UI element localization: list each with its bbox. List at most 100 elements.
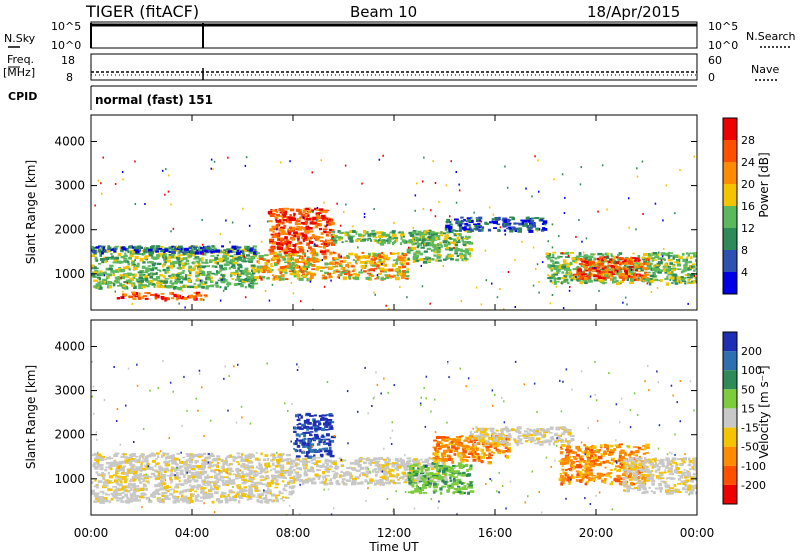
data-cell [643, 253, 648, 256]
data-cell [370, 239, 373, 242]
data-cell [271, 242, 277, 245]
data-cell [383, 270, 387, 273]
data-cell [394, 269, 399, 272]
data-cell [638, 270, 641, 273]
data-cell [278, 237, 283, 240]
data-cell [385, 476, 390, 480]
data-cell [176, 452, 180, 455]
data-cell [267, 484, 272, 488]
data-cell [622, 277, 625, 281]
data-cell [169, 477, 172, 481]
data-cell [91, 245, 95, 248]
data-cell [354, 459, 360, 463]
data-cell [338, 474, 342, 478]
data-cell [259, 479, 264, 481]
data-cell [197, 453, 203, 456]
data-cell [497, 229, 501, 232]
scatter-cell [222, 289, 225, 292]
data-cell [192, 478, 196, 481]
data-cell [91, 492, 96, 495]
data-cell [458, 222, 464, 225]
data-cell [281, 213, 284, 215]
data-cell [579, 276, 585, 279]
data-cell [601, 266, 605, 270]
data-cell [114, 256, 119, 260]
scatter-cell [201, 252, 204, 255]
data-cell [646, 265, 652, 268]
data-cell [382, 234, 388, 238]
data-cell [334, 261, 339, 265]
data-cell [396, 482, 401, 485]
data-cell [443, 258, 447, 261]
data-cell [404, 474, 409, 477]
data-cell [383, 258, 386, 261]
data-cell [422, 484, 424, 488]
data-cell [156, 275, 161, 280]
data-cell [299, 440, 305, 444]
data-cell [105, 273, 111, 276]
data-cell [338, 457, 342, 459]
data-cell [208, 476, 213, 479]
data-cell [387, 241, 391, 245]
data-cell [478, 219, 482, 222]
data-cell [133, 482, 136, 486]
data-cell [234, 283, 238, 286]
data-cell [467, 235, 471, 238]
data-cell [286, 219, 291, 222]
data-cell [282, 471, 287, 475]
data-cell [628, 275, 631, 278]
data-cell [179, 461, 184, 464]
data-cell [117, 253, 122, 257]
data-cell [220, 280, 225, 283]
scatter-cell [480, 303, 483, 306]
data-cell [100, 258, 105, 261]
data-cell [580, 271, 585, 273]
y-tick-label: 4000 [54, 134, 85, 148]
data-cell [317, 259, 321, 262]
data-cell [228, 473, 232, 476]
data-cell [230, 272, 234, 275]
data-cell [390, 252, 396, 255]
data-cell [259, 463, 263, 467]
data-cell [235, 251, 241, 255]
data-cell [610, 253, 613, 257]
data-cell [246, 249, 252, 251]
data-cell [653, 266, 659, 270]
data-cell [138, 296, 142, 300]
data-cell [144, 249, 147, 253]
data-cell [129, 480, 132, 483]
data-cell [425, 479, 430, 482]
data-cell [191, 247, 197, 250]
data-cell [194, 285, 198, 289]
data-cell [172, 264, 176, 268]
scatter-cell [373, 208, 375, 210]
data-cell [188, 246, 192, 249]
data-cell [423, 231, 427, 235]
data-cell [672, 267, 677, 271]
data-cell [158, 500, 164, 504]
data-cell [370, 459, 376, 462]
data-cell [416, 258, 421, 261]
data-cell [556, 280, 560, 283]
scatter-cell [414, 194, 417, 197]
data-cell [374, 473, 378, 477]
data-cell [137, 271, 143, 274]
data-cell [405, 460, 411, 464]
data-cell [649, 280, 654, 284]
data-cell [463, 254, 467, 258]
data-cell [289, 465, 294, 468]
data-cell [274, 263, 278, 267]
data-cell [193, 257, 198, 260]
data-cell [168, 275, 171, 278]
scatter-cell [480, 220, 483, 223]
data-cell [358, 271, 364, 274]
data-cell [119, 480, 123, 484]
data-cell [593, 274, 597, 277]
data-cell [199, 270, 204, 272]
data-cell [689, 260, 693, 264]
data-cell [118, 277, 122, 280]
data-cell [324, 425, 329, 428]
data-cell [325, 414, 331, 416]
scatter-cell [378, 158, 381, 161]
